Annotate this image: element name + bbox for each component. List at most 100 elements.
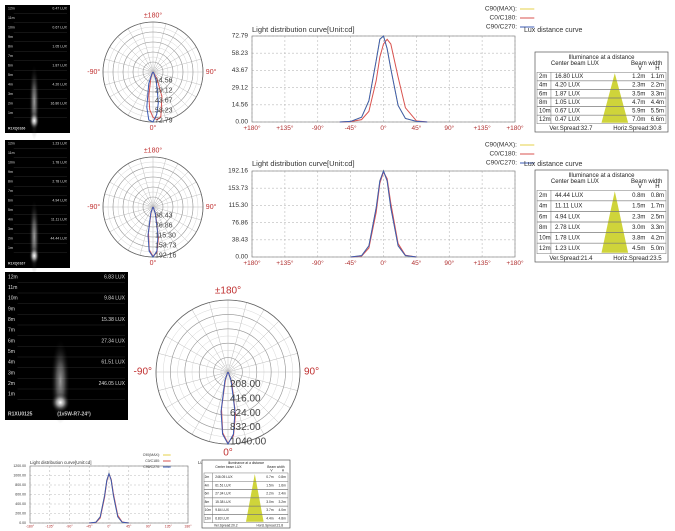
ring-label: 192.16 <box>155 252 177 259</box>
spread-label: Horiz.Spread:21.8 <box>256 523 283 527</box>
y-tick-label: 600.00 <box>15 492 26 496</box>
ring-label: 38.43 <box>155 212 173 219</box>
table-cell: 8m <box>205 500 210 504</box>
distance-label: 5m <box>8 208 13 212</box>
y-tick-label: 43.67 <box>232 67 249 74</box>
lux-label: 4.94 LUX <box>52 198 67 202</box>
distance-label: 7m <box>8 189 13 193</box>
y-tick-label: 0.00 <box>235 119 248 126</box>
y-tick-label: 58.23 <box>232 50 249 57</box>
col-header: V <box>638 184 642 190</box>
x-tick-label: 0° <box>107 524 111 528</box>
col-header: Center beam LUX <box>215 465 242 469</box>
x-tick-label: 0° <box>380 124 387 132</box>
table-cell: 16.80 LUX <box>555 74 583 80</box>
table-box <box>534 51 669 133</box>
table-heading: Lux distance curve <box>524 161 582 168</box>
angle-label: 90° <box>206 68 217 76</box>
distance-label: 12m <box>8 141 15 145</box>
lux-label: 15.38 LUX <box>101 317 125 323</box>
table-cell: 3.7m <box>266 508 274 512</box>
polar-ring <box>122 41 184 103</box>
distance-label: 7m <box>8 54 13 58</box>
angle-label: ±180° <box>144 147 163 155</box>
polar-ring-minor <box>127 181 179 233</box>
distance-label: 11m <box>8 285 17 291</box>
lux-label: 2.78 LUX <box>52 179 67 183</box>
table-cell: 2.5m <box>651 214 664 220</box>
distance-label: 4m <box>8 360 15 366</box>
polar-ring-minor <box>206 350 250 394</box>
angle-label: -90° <box>87 68 100 76</box>
lux-label: 1.78 LUX <box>52 160 67 164</box>
y-tick-label: 0.00 <box>235 254 248 261</box>
table-cell: 3.3m <box>651 91 664 97</box>
table-cell: 1.7m <box>651 204 664 210</box>
x-tick-label: 0° <box>380 259 387 267</box>
polar-ring-minor <box>137 191 169 223</box>
col-header: H <box>655 66 659 72</box>
row-box <box>536 114 667 124</box>
distance-label: 6m <box>8 198 13 202</box>
ring-label: 208.00 <box>230 379 261 390</box>
series-line <box>339 38 428 123</box>
table-cell: 0.8m <box>279 475 287 479</box>
distance-label: 9m <box>8 306 15 312</box>
legend-label: C90/C270: <box>143 465 160 469</box>
col-header: Beam width <box>631 61 662 67</box>
table-cell: 4.4m <box>651 100 664 106</box>
ring-label: 832.00 <box>230 422 261 433</box>
col-header: Beam width <box>267 465 284 469</box>
polar-ring <box>132 186 174 228</box>
x-tick-label: +180° <box>243 124 261 132</box>
legend-label: C0/C180: <box>490 15 518 22</box>
table-cell: 1.5m <box>632 204 645 210</box>
distance-label: 5m <box>8 73 13 77</box>
table-cell: 6m <box>539 214 547 220</box>
table-cell: 10m <box>539 108 551 114</box>
table-cell: 1.87 LUX <box>555 91 580 97</box>
distance-label: 11m <box>8 16 15 20</box>
table-title: Illuminance at a distance <box>228 461 264 465</box>
table-cell: 44.44 LUX <box>555 193 583 199</box>
distance-label: 6m <box>8 338 15 344</box>
ring-label: 416.00 <box>230 393 261 404</box>
series-line <box>339 35 428 123</box>
table-cell: 12m <box>205 516 212 520</box>
x-tick-label: +135° <box>474 124 492 132</box>
angle-label: -90° <box>134 367 152 378</box>
angle-label: 0° <box>150 259 157 267</box>
distance-label: 8m <box>8 179 13 183</box>
distance-label: 10m <box>8 160 15 164</box>
legend-label: C90/C270: <box>486 24 517 31</box>
x-tick-label: +135° <box>276 259 294 267</box>
distance-label: 10m <box>8 296 18 302</box>
table-cell: 1.2m <box>632 74 645 80</box>
table-cell: 6.6m <box>651 117 664 123</box>
angle-label: 0° <box>223 448 233 459</box>
table-cell: 1.78 LUX <box>555 235 580 241</box>
lux-label: 1.23 LUX <box>52 141 67 145</box>
polar-curve <box>220 371 236 446</box>
series-line <box>350 169 417 258</box>
y-tick-label: 1200.00 <box>13 464 26 468</box>
photo-caption: R1XU0125 <box>8 411 33 417</box>
table-cell: 4.4m <box>266 516 274 520</box>
x-tick-label: +180° <box>243 259 261 267</box>
legend-label: C90(MAX): <box>485 6 517 13</box>
table-cell: 2.3m <box>632 214 645 220</box>
lux-label: 1.87 LUX <box>52 63 67 67</box>
x-tick-label: 45° <box>126 524 132 528</box>
table-cell: 10m <box>539 235 551 241</box>
x-tick-label: 90° <box>444 124 454 132</box>
x-tick-label: -45° <box>345 124 357 132</box>
light-glow <box>50 392 71 413</box>
photo-caption: R1XQ0167 <box>8 262 25 266</box>
legend-label: C0/C180: <box>145 459 160 463</box>
polar-ring <box>184 328 272 416</box>
table-title: Illuminance at a distance <box>568 173 635 179</box>
table-cell: 1.6m <box>279 483 287 487</box>
table-cell: 0.8m <box>651 193 664 199</box>
row-box <box>203 514 289 523</box>
table-cell: 4.2m <box>651 235 664 241</box>
